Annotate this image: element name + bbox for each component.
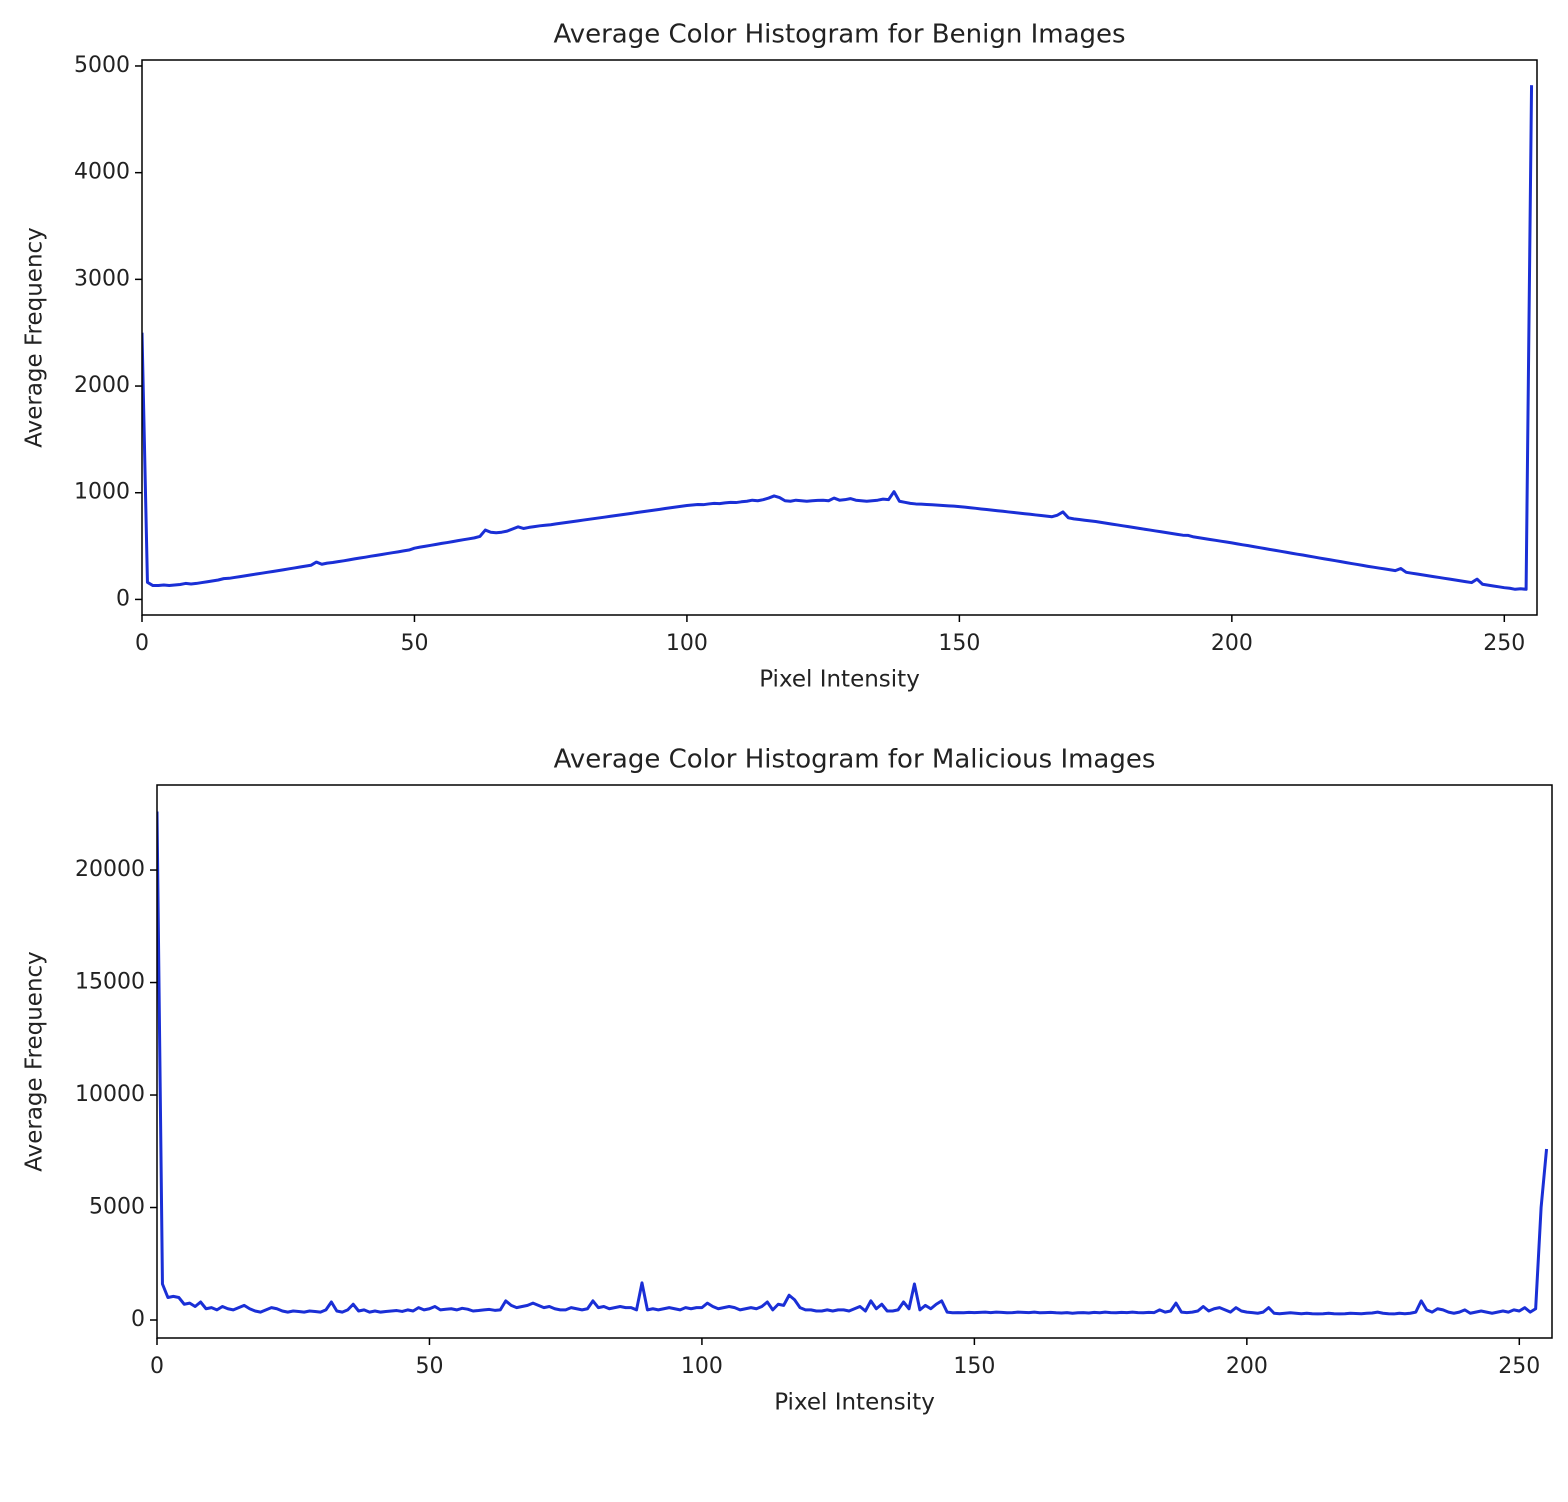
data-line [157, 811, 1549, 1316]
y-tick-label: 5000 [74, 53, 130, 78]
x-tick-label: 50 [400, 631, 428, 656]
y-tick-label: 20000 [75, 857, 145, 882]
chart-title: Average Color Histogram for Benign Image… [553, 20, 1125, 50]
x-tick-label: 0 [150, 1354, 164, 1379]
x-tick-label: 200 [1226, 1354, 1268, 1379]
x-tick-label: 0 [135, 631, 149, 656]
plot-frame [141, 59, 1538, 616]
y-tick-label: 2000 [74, 373, 130, 398]
y-tick-label: 10000 [75, 1082, 145, 1107]
y-tick-label: 4000 [74, 160, 130, 185]
y-tick-label: 0 [116, 586, 130, 611]
x-tick-label: 100 [666, 631, 708, 656]
x-tick-label: 250 [1483, 631, 1525, 656]
x-axis-label: Pixel Intensity [759, 667, 920, 693]
y-tick-label: 1000 [74, 480, 130, 505]
x-tick-label: 200 [1211, 631, 1253, 656]
y-axis-label: Average Frequency [22, 951, 48, 1172]
y-tick-label: 3000 [74, 266, 130, 291]
chart-title: Average Color Histogram for Malicious Im… [554, 745, 1156, 775]
y-axis-label: Average Frequency [22, 227, 48, 448]
x-tick-label: 150 [938, 631, 980, 656]
x-tick-label: 100 [681, 1354, 723, 1379]
y-tick-label: 15000 [75, 970, 145, 995]
plot-frame [156, 784, 1553, 1339]
y-tick-label: 5000 [89, 1195, 145, 1220]
x-tick-label: 50 [415, 1354, 443, 1379]
x-axis-label: Pixel Intensity [774, 1390, 935, 1416]
y-tick-label: 0 [131, 1307, 145, 1332]
data-line [142, 85, 1534, 591]
x-tick-label: 150 [953, 1354, 995, 1379]
x-tick-label: 250 [1498, 1354, 1540, 1379]
